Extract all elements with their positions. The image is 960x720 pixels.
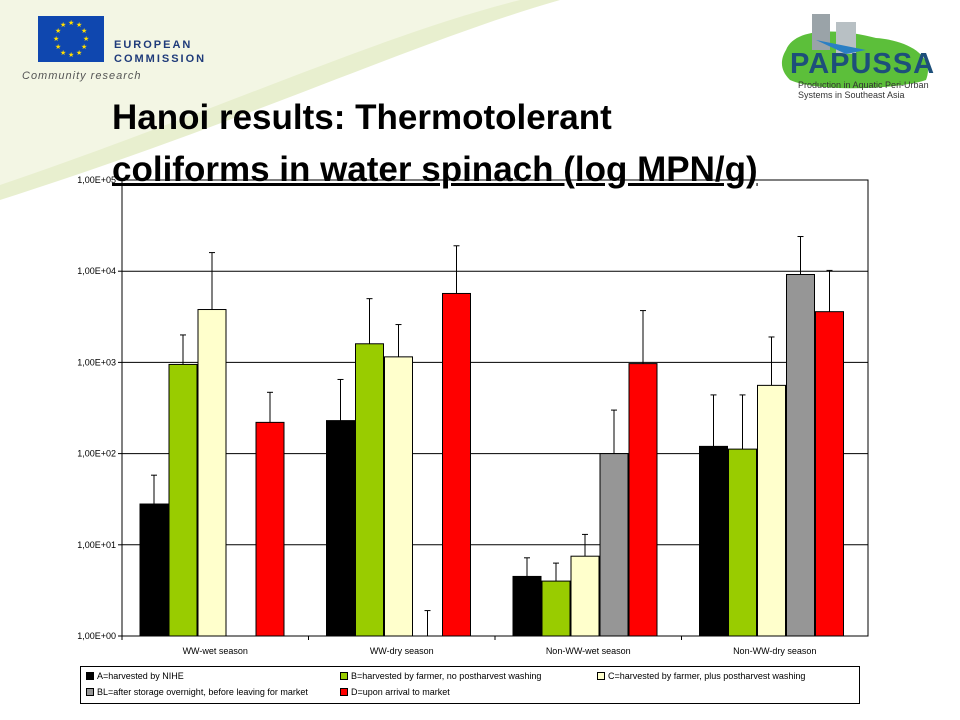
legend-label: C=harvested by farmer, plus postharvest …: [608, 671, 806, 681]
svg-text:★: ★: [60, 21, 66, 29]
svg-text:★: ★: [76, 49, 82, 57]
bar-d: [255, 421, 285, 637]
svg-text:★: ★: [60, 49, 66, 57]
legend-item-bl: BL=after storage overnight, before leavi…: [86, 687, 308, 697]
x-tick-label: Non-WW-dry season: [733, 646, 816, 656]
bar-d: [442, 292, 471, 637]
legend-label: BL=after storage overnight, before leavi…: [97, 687, 308, 697]
eu-flag-icon: ★ ★ ★ ★ ★ ★ ★ ★ ★ ★ ★ ★: [38, 16, 104, 62]
svg-text:★: ★: [83, 35, 89, 43]
papussa-subtitle: Production in Aquatic Peri-Urban Systems…: [798, 80, 929, 100]
bar-bl: [786, 274, 815, 637]
bar-b: [728, 448, 757, 637]
legend-item-d: D=upon arrival to market: [340, 687, 450, 697]
x-tick-label: Non-WW-wet season: [546, 646, 631, 656]
legend-swatch: [597, 672, 605, 680]
bar-bl: [599, 453, 629, 637]
legend-swatch: [340, 688, 348, 696]
svg-text:★: ★: [81, 43, 87, 51]
bar-c: [384, 356, 413, 637]
x-tick-label: WW-wet season: [183, 646, 248, 656]
bar-a: [139, 503, 169, 637]
x-tick-label: WW-dry season: [370, 646, 434, 656]
chart-legend: A=harvested by NIHE B=harvested by farmer…: [80, 666, 860, 704]
legend-item-c: C=harvested by farmer, plus postharvest …: [597, 671, 805, 681]
legend-swatch: [340, 672, 348, 680]
european-commission-logo: ★ ★ ★ ★ ★ ★ ★ ★ ★ ★ ★ ★ EUROPEAN COMMISSION Comm…: [22, 14, 204, 84]
legend-item-a: A=harvested by NIHE: [86, 671, 184, 681]
bar-c: [570, 555, 600, 637]
y-tick-label: 1,00E+02: [77, 449, 116, 459]
eu-community-research: Community research: [22, 70, 142, 82]
bar-a: [326, 420, 355, 637]
papussa-graphic-icon: [781, 14, 928, 89]
svg-text:★: ★: [81, 27, 87, 35]
legend-swatch: [86, 688, 94, 696]
title-line-1: Hanoi results: Thermotolerant: [112, 98, 612, 137]
papussa-name: PAPUSSA: [790, 48, 936, 80]
y-tick-label: 1,00E+05: [77, 175, 116, 185]
svg-text:★: ★: [76, 21, 82, 29]
bar-d: [628, 363, 658, 637]
svg-text:★: ★: [68, 51, 74, 59]
eu-commission-text: EUROPEAN COMMISSION: [114, 39, 207, 65]
bar-c: [757, 384, 786, 637]
svg-text:★: ★: [53, 35, 59, 43]
legend-label: D=upon arrival to market: [351, 687, 450, 697]
papussa-logo: PAPUSSA Production in Aquatic Peri-Urban…: [776, 10, 951, 100]
legend-swatch: [86, 672, 94, 680]
svg-text:★: ★: [55, 27, 61, 35]
legend-item-b: B=harvested by farmer, no postharvest wa…: [340, 671, 541, 681]
legend-label: A=harvested by NIHE: [97, 671, 184, 681]
svg-text:★: ★: [68, 19, 74, 27]
legend-label: B=harvested by farmer, no postharvest wa…: [351, 671, 542, 681]
bar-d: [815, 311, 844, 637]
page-title: Hanoi results: Thermotolerant coliforms …: [112, 92, 758, 196]
title-line-2: coliforms in water spinach (log MPN/g): [112, 150, 758, 189]
y-tick-label: 1,00E+03: [77, 357, 116, 367]
y-tick-label: 1,00E+01: [77, 540, 116, 550]
bar-b: [355, 343, 384, 637]
y-tick-label: 1,00E+00: [77, 631, 116, 641]
bar-a: [512, 575, 542, 637]
bar-b: [541, 580, 571, 637]
bar-a: [699, 445, 728, 637]
y-tick-label: 1,00E+04: [77, 266, 116, 276]
bar-b: [168, 363, 198, 637]
bar-c: [197, 309, 227, 637]
svg-text:★: ★: [55, 43, 61, 51]
